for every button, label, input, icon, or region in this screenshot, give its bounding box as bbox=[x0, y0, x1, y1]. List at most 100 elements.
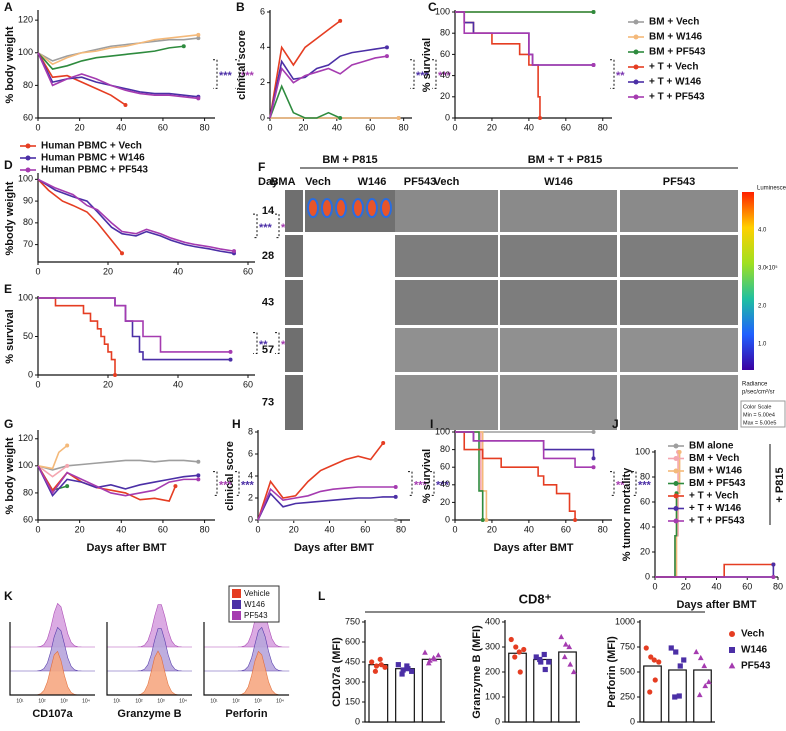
y-tick-label: 0 bbox=[630, 716, 635, 726]
y-tick-label: 100 bbox=[485, 691, 500, 701]
bracket bbox=[408, 471, 413, 496]
panel-letter: D bbox=[4, 158, 13, 172]
day-label: 73 bbox=[262, 396, 274, 408]
histogram bbox=[204, 650, 290, 696]
x-axis-label: Days after BMT bbox=[493, 542, 573, 554]
panel-letter: K bbox=[4, 589, 13, 603]
scale-note-box bbox=[740, 400, 786, 428]
marker bbox=[729, 647, 735, 653]
x-tick-label: 80 bbox=[200, 122, 210, 132]
y-tick-label: 0 bbox=[248, 514, 253, 524]
marker bbox=[196, 36, 201, 41]
marker bbox=[677, 663, 683, 669]
marker bbox=[561, 653, 568, 660]
signal bbox=[307, 198, 319, 218]
y-tick-label: 8 bbox=[248, 426, 253, 436]
marker bbox=[512, 654, 518, 660]
y-tick-label: 750 bbox=[620, 641, 635, 651]
color-scale bbox=[742, 192, 754, 370]
y-tick-label: 90 bbox=[23, 195, 33, 205]
series-line bbox=[37, 465, 68, 478]
x-tick-label: 0 bbox=[35, 379, 40, 389]
scale-note: Min = 5.00e4 bbox=[743, 412, 775, 418]
y-tick-label: 0 bbox=[28, 369, 33, 379]
bracket bbox=[253, 213, 258, 239]
y-tick-label: 2 bbox=[248, 492, 253, 502]
scale-radiance: p/sec/cm²/sr bbox=[742, 390, 775, 396]
marker bbox=[693, 648, 700, 655]
group-label: BM + T + P815 bbox=[528, 154, 603, 166]
x-tick-label: 60 bbox=[243, 379, 253, 389]
mouse-image bbox=[395, 328, 498, 372]
y-tick-label: 40 bbox=[440, 479, 450, 489]
scale-tick: 4.0 bbox=[758, 228, 767, 234]
bracket bbox=[275, 213, 280, 239]
x-tick-label: 60 bbox=[365, 122, 375, 132]
legend-marker bbox=[25, 167, 31, 173]
legend-marker bbox=[673, 481, 679, 486]
marker bbox=[173, 484, 178, 489]
bracket bbox=[430, 471, 435, 496]
series-line bbox=[455, 431, 595, 459]
legend-label: + T + W146 bbox=[649, 77, 702, 88]
marker bbox=[196, 473, 201, 478]
series-line bbox=[38, 297, 116, 375]
marker bbox=[696, 691, 703, 698]
x-tick-label: 60 bbox=[561, 122, 571, 132]
legend-marker bbox=[673, 493, 679, 499]
marker bbox=[567, 661, 574, 667]
bracket bbox=[235, 59, 240, 89]
significance: *** bbox=[416, 70, 430, 82]
signal bbox=[321, 198, 333, 218]
x-axis-label: Days after BMT bbox=[676, 599, 756, 611]
marker bbox=[65, 463, 70, 468]
legend-label: Human PBMC + Vech bbox=[41, 141, 142, 152]
axis bbox=[9, 622, 95, 696]
legend-label: BM + Vech bbox=[689, 453, 739, 464]
x-tick-label: 10⁴ bbox=[82, 698, 90, 704]
y-tick-label: 60 bbox=[640, 496, 650, 506]
bar bbox=[533, 658, 552, 723]
series-line bbox=[269, 46, 388, 119]
marker bbox=[558, 633, 565, 640]
series-line bbox=[37, 444, 68, 470]
bracket bbox=[213, 471, 218, 496]
y-tick-label: 100 bbox=[18, 174, 33, 184]
legend-marker bbox=[633, 19, 639, 25]
signal bbox=[335, 198, 347, 218]
legend-label: + T + Vech bbox=[689, 491, 738, 502]
mouse-image bbox=[620, 328, 738, 372]
marker bbox=[697, 654, 704, 661]
series-line bbox=[455, 11, 594, 66]
significance: *** bbox=[438, 70, 452, 82]
x-tick-label: 80 bbox=[598, 122, 608, 132]
marker bbox=[537, 116, 542, 120]
marker bbox=[393, 485, 398, 489]
y-axis-label: Granzyme B (MFI) bbox=[471, 625, 483, 719]
row-label: Day bbox=[258, 176, 279, 188]
series-line bbox=[38, 297, 231, 361]
y-tick-label: 80 bbox=[440, 444, 450, 454]
marker bbox=[591, 430, 596, 434]
x-tick-label: 0 bbox=[255, 524, 260, 534]
legend-label: Human PBMC + W146 bbox=[41, 153, 145, 164]
y-tick-label: 450 bbox=[345, 656, 360, 666]
marker bbox=[384, 54, 389, 59]
y-tick-label: 100 bbox=[18, 460, 33, 470]
y-axis-label: %body weight bbox=[4, 181, 16, 255]
x-tick-label: 60 bbox=[561, 524, 571, 534]
x-tick-label: 10¹ bbox=[113, 698, 121, 704]
x-tick-label: 80 bbox=[396, 524, 406, 534]
series-line bbox=[455, 11, 594, 66]
x-tick-label: 10³ bbox=[157, 698, 165, 704]
marker bbox=[65, 484, 70, 489]
x-tick-label: 10⁴ bbox=[276, 698, 284, 704]
marker-label: CD107a bbox=[32, 708, 73, 720]
panel-letter: I bbox=[430, 417, 433, 431]
signal bbox=[366, 198, 378, 218]
x-axis-label: Days after BMT bbox=[294, 542, 374, 554]
legend-marker bbox=[633, 49, 639, 55]
y-tick-label: 0 bbox=[355, 716, 360, 726]
x-tick-label: 40 bbox=[332, 122, 342, 132]
histogram bbox=[204, 602, 290, 648]
